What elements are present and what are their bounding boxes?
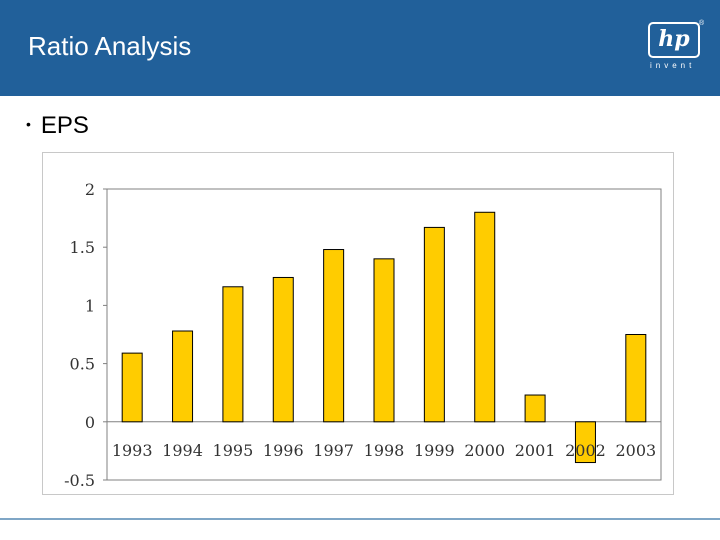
x-tick-label: 2002: [565, 441, 606, 460]
bar-1999: [423, 226, 445, 423]
chart-frame: -0.5 0 0.5 1 1.5 2 1993 1994 1995 1996 1997 1998 199…: [42, 152, 674, 495]
y-tick-label: 0: [85, 413, 95, 432]
bullet-dot: •: [26, 116, 31, 132]
y-tick-label: 2: [85, 180, 95, 199]
bar-1993: [121, 352, 143, 423]
footer-divider: [0, 518, 720, 520]
bar-1996: [272, 276, 294, 423]
plot-area-border: [106, 188, 662, 481]
bar-1994: [172, 330, 194, 423]
bar-2000: [474, 211, 496, 423]
logo-tagline: invent: [650, 61, 696, 70]
x-tick-label: 2000: [464, 441, 505, 460]
bar-2002: [574, 421, 596, 464]
hp-logo-mark: hp: [648, 22, 700, 58]
x-tick-label: 1998: [364, 441, 405, 460]
bar-1998: [373, 258, 395, 423]
x-tick-label: 1996: [263, 441, 304, 460]
x-tick-label: 2001: [515, 441, 556, 460]
bar-2001: [524, 394, 546, 423]
x-tick-label: 1995: [213, 441, 254, 460]
x-tick-label: 1999: [414, 441, 455, 460]
x-tick-label: 1993: [112, 441, 153, 460]
bullet-item: • EPS: [26, 112, 89, 140]
y-tick-label: 0.5: [70, 355, 95, 374]
header-bar: Ratio Analysis hp ® invent: [0, 0, 720, 96]
x-tick-label: 2003: [615, 441, 656, 460]
x-tick-label: 1994: [162, 441, 203, 460]
bar-1995: [222, 286, 244, 423]
y-tick-label: 1: [85, 296, 95, 315]
x-tick-label: 1997: [313, 441, 354, 460]
slide-title: Ratio Analysis: [28, 31, 192, 61]
eps-bar-chart: -0.5 0 0.5 1 1.5 2 1993 1994 1995 1996 1997 1998 199…: [64, 180, 662, 490]
bar-2003: [625, 334, 647, 423]
bar-1997: [323, 249, 345, 423]
y-tick-label: 1.5: [70, 238, 95, 257]
y-tick-label: -0.5: [64, 471, 95, 490]
bullet-text: EPS: [40, 112, 89, 139]
hp-logo: hp ® invent: [640, 20, 704, 76]
registered-mark: ®: [699, 20, 705, 27]
